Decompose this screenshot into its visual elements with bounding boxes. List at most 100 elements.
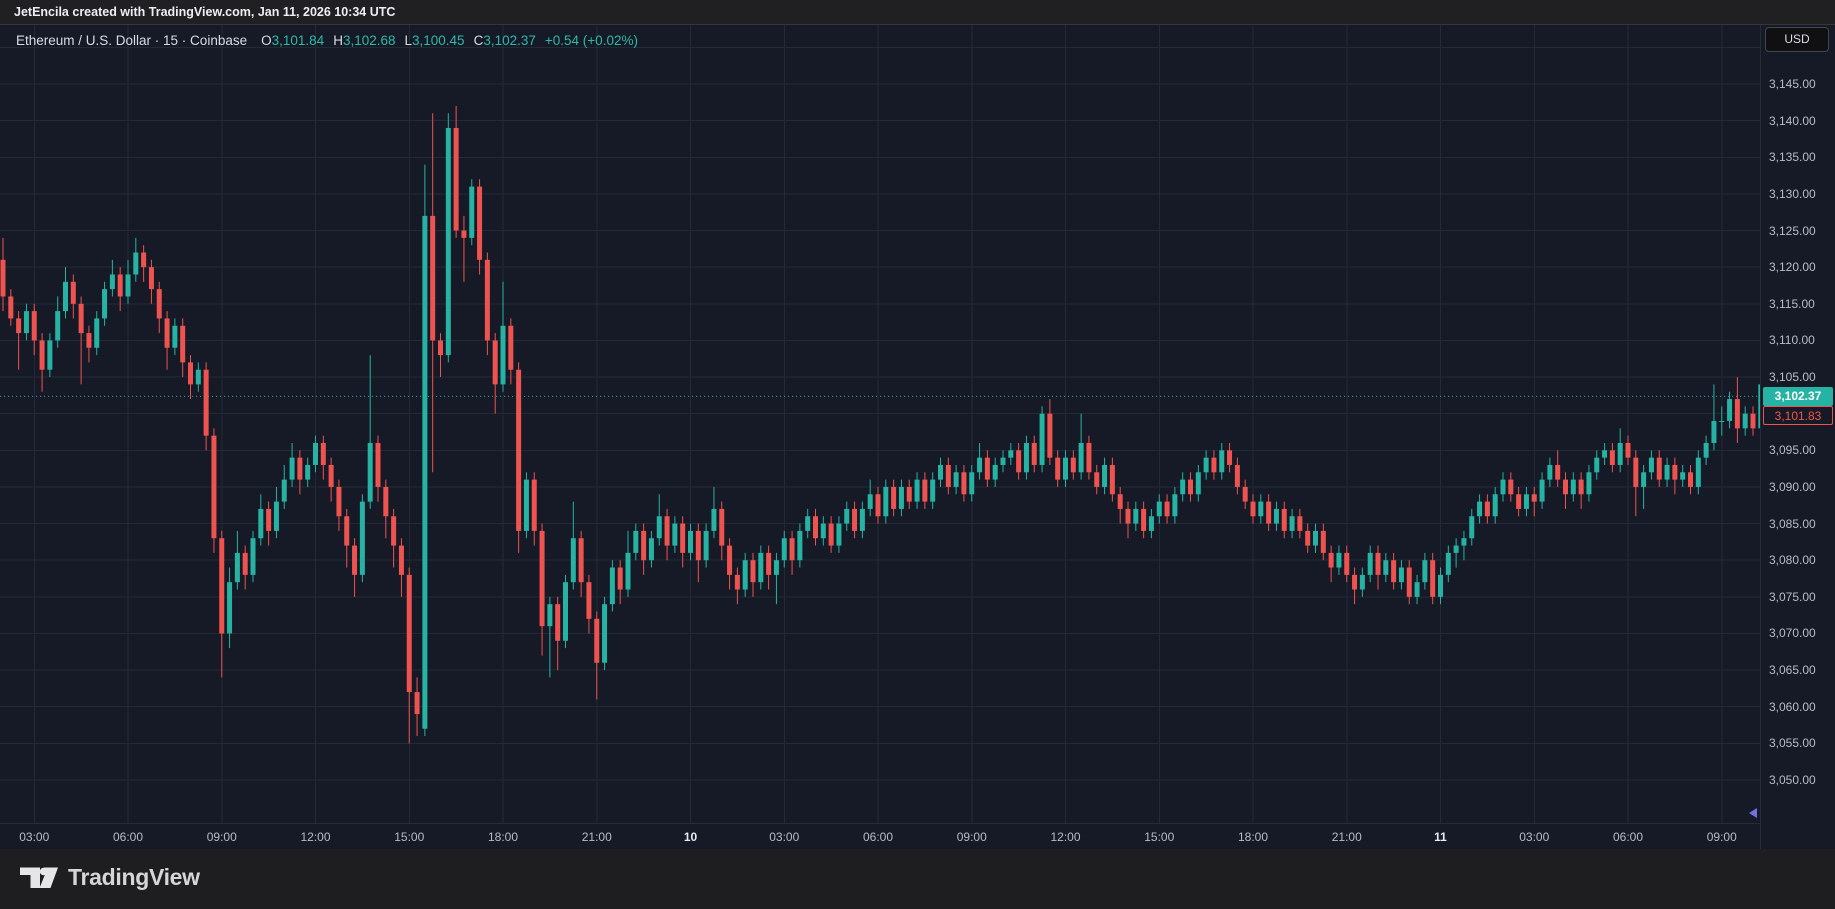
candle[interactable] (1141, 501, 1147, 539)
candle[interactable] (477, 179, 483, 275)
candle[interactable] (672, 516, 678, 553)
candle[interactable] (1391, 552, 1397, 590)
candle[interactable] (1367, 545, 1373, 583)
candle[interactable] (1375, 545, 1381, 590)
candle[interactable] (156, 281, 162, 334)
candle[interactable] (719, 501, 725, 561)
candle[interactable] (1750, 406, 1756, 436)
candle[interactable] (484, 252, 490, 356)
candle[interactable] (1297, 508, 1303, 539)
candle[interactable] (1352, 567, 1358, 605)
candle[interactable] (1234, 457, 1240, 495)
time-axis[interactable]: 03:00 06:00 09:00 12:00 15:00 18:00 21:00 10 03:… (0, 823, 1760, 849)
candle[interactable] (1711, 384, 1717, 451)
candle[interactable] (1227, 442, 1233, 473)
candle[interactable] (1117, 486, 1123, 524)
candle[interactable] (1516, 486, 1522, 517)
candle[interactable] (1000, 450, 1006, 473)
candle[interactable] (172, 318, 178, 356)
candle[interactable] (1523, 486, 1529, 517)
candle[interactable] (813, 508, 818, 546)
candle[interactable] (1719, 406, 1725, 436)
candle[interactable] (1430, 552, 1436, 605)
candle[interactable] (641, 523, 647, 575)
candle[interactable] (531, 472, 537, 546)
candle[interactable] (227, 567, 233, 649)
candle[interactable] (1680, 464, 1686, 487)
candle[interactable] (250, 530, 256, 583)
candle[interactable] (1047, 399, 1053, 465)
candle[interactable] (352, 538, 358, 597)
candle[interactable] (703, 523, 709, 568)
candle[interactable] (297, 450, 303, 495)
candle[interactable] (398, 538, 404, 597)
candle[interactable] (695, 523, 701, 583)
candle[interactable] (148, 259, 154, 304)
candle[interactable] (727, 538, 733, 590)
candle[interactable] (1539, 472, 1545, 509)
tradingview-logo-link[interactable]: TradingView (20, 864, 200, 891)
candle[interactable] (734, 567, 740, 605)
candle[interactable] (1031, 435, 1037, 473)
candle[interactable] (94, 311, 100, 356)
candle[interactable] (969, 464, 975, 502)
candle[interactable] (539, 523, 545, 656)
candle[interactable] (523, 472, 529, 539)
candle[interactable] (1336, 545, 1342, 575)
candle[interactable] (1594, 450, 1600, 480)
candle[interactable] (1656, 450, 1662, 487)
candle[interactable] (1563, 472, 1568, 509)
candle[interactable] (289, 442, 295, 487)
candle[interactable] (55, 296, 61, 348)
candle[interactable] (922, 472, 928, 509)
candle[interactable] (977, 442, 983, 480)
candle[interactable] (750, 552, 756, 597)
candle[interactable] (508, 318, 514, 385)
candle[interactable] (313, 435, 318, 473)
candle[interactable] (1469, 508, 1475, 546)
candle[interactable] (1313, 523, 1318, 553)
candle[interactable] (211, 428, 217, 553)
jump-to-realtime-arrow[interactable] (1749, 808, 1757, 818)
candle[interactable] (1734, 377, 1740, 443)
candle[interactable] (328, 457, 334, 502)
candle[interactable] (39, 333, 45, 392)
candle[interactable] (219, 530, 225, 678)
candle[interactable] (438, 333, 443, 378)
candle[interactable] (336, 479, 342, 531)
candle[interactable] (828, 516, 834, 553)
candle[interactable] (164, 311, 170, 370)
candle[interactable] (578, 530, 584, 597)
candle[interactable] (1305, 523, 1311, 553)
candle[interactable] (563, 574, 568, 649)
candle[interactable] (1664, 457, 1670, 487)
candle[interactable] (859, 501, 865, 539)
candle[interactable] (742, 552, 748, 597)
candle[interactable] (391, 508, 397, 568)
candle[interactable] (1586, 464, 1592, 502)
candle[interactable] (31, 303, 37, 356)
candle[interactable] (1758, 381, 1760, 436)
candle[interactable] (945, 457, 951, 495)
candle[interactable] (586, 574, 592, 634)
candle[interactable] (1641, 464, 1647, 509)
candle[interactable] (1320, 523, 1326, 561)
candle[interactable] (1531, 486, 1537, 517)
candle[interactable] (1500, 472, 1506, 502)
candle[interactable] (1602, 442, 1608, 465)
candle[interactable] (1078, 413, 1084, 480)
candle[interactable] (1289, 508, 1295, 539)
candle[interactable] (1648, 450, 1654, 480)
candle[interactable] (516, 362, 522, 553)
candle[interactable] (625, 530, 631, 597)
candle[interactable] (961, 464, 967, 502)
candle[interactable] (1086, 435, 1092, 480)
candle[interactable] (758, 545, 764, 590)
candle[interactable] (188, 355, 193, 400)
candle[interactable] (1742, 406, 1748, 436)
candle[interactable] (1695, 450, 1701, 495)
candle[interactable] (930, 472, 936, 509)
candle[interactable] (1617, 428, 1623, 473)
candle[interactable] (906, 479, 912, 509)
candle[interactable] (1414, 574, 1420, 605)
